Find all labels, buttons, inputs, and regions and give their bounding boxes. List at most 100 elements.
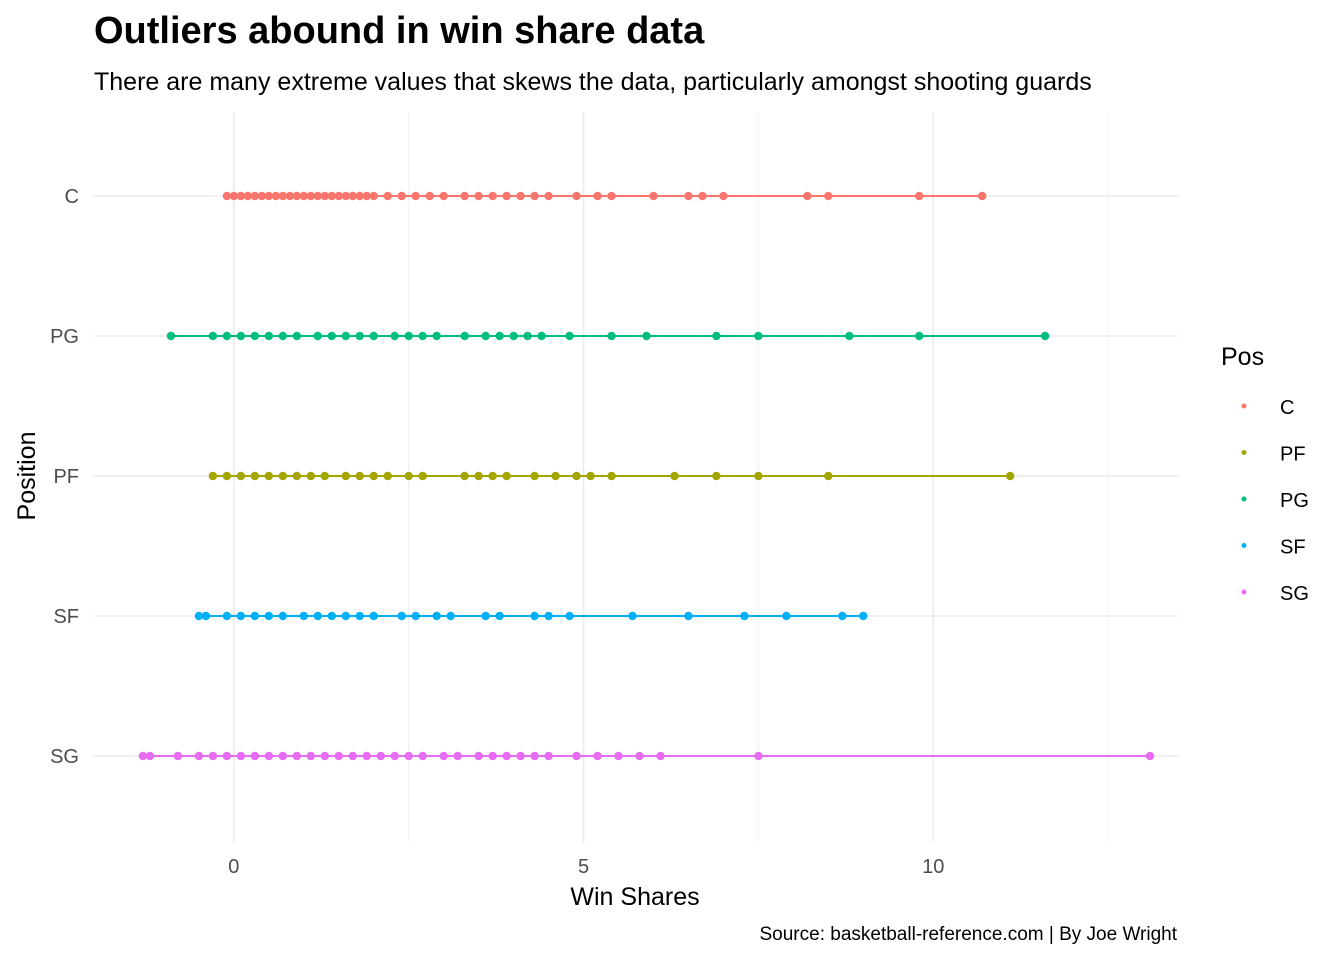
data-point [327, 611, 336, 621]
y-tick-label: C [65, 186, 79, 208]
series-c [222, 191, 987, 201]
data-point [222, 191, 232, 201]
data-point [383, 191, 392, 201]
data-point [649, 191, 658, 201]
data-point [278, 611, 288, 621]
data-point [341, 611, 350, 621]
data-point [593, 191, 602, 201]
series-sg [138, 751, 1155, 761]
data-point [502, 471, 511, 481]
data-point [194, 751, 204, 761]
data-point [824, 471, 833, 481]
data-point [712, 331, 721, 341]
y-axis-title: Position [13, 432, 41, 521]
data-point [1040, 331, 1050, 341]
data-point [977, 191, 987, 201]
data-point [404, 331, 413, 341]
data-point [278, 751, 288, 761]
data-point [404, 471, 413, 481]
data-point [236, 191, 246, 201]
data-point [425, 191, 434, 201]
data-point [285, 191, 295, 201]
data-point [208, 751, 218, 761]
data-point [341, 471, 350, 481]
data-point [222, 751, 232, 761]
data-point [859, 611, 868, 621]
data-point [544, 611, 553, 621]
data-point [838, 611, 847, 621]
data-point [411, 191, 420, 201]
data-point [327, 191, 336, 201]
data-point [355, 611, 364, 621]
data-point [327, 331, 336, 341]
data-point [684, 191, 693, 201]
legend-title: Pos [1221, 343, 1264, 371]
data-point [824, 191, 833, 201]
data-point [481, 611, 490, 621]
data-point [292, 751, 302, 761]
data-point [320, 191, 329, 201]
data-point [656, 751, 665, 761]
x-tick-label: 10 [922, 856, 944, 878]
data-point [572, 751, 581, 761]
data-point [635, 751, 644, 761]
data-point [236, 331, 246, 341]
data-point [453, 751, 462, 761]
data-point [250, 191, 260, 201]
data-point [222, 471, 232, 481]
data-point [474, 191, 483, 201]
data-point [236, 611, 246, 621]
legend-label: C [1280, 397, 1294, 419]
data-point [383, 471, 392, 481]
y-tick-label: SF [53, 606, 79, 628]
data-point [488, 751, 497, 761]
y-tick-label: PF [53, 466, 79, 488]
data-point [488, 191, 497, 201]
data-point [250, 471, 260, 481]
x-tick-label: 0 [228, 856, 239, 878]
x-axis-title: Win Shares [570, 883, 699, 911]
chart-subtitle: There are many extreme values that skews… [94, 68, 1092, 96]
legend-key [1241, 496, 1247, 502]
data-point [418, 471, 427, 481]
data-point [313, 611, 322, 621]
data-point [509, 331, 518, 341]
data-point [551, 471, 560, 481]
data-point [915, 191, 924, 201]
data-point [306, 751, 315, 761]
data-point [803, 191, 812, 201]
data-point [173, 751, 183, 761]
data-point [565, 331, 574, 341]
data-point [355, 191, 364, 201]
data-point [320, 751, 329, 761]
data-point [369, 471, 378, 481]
data-point [446, 611, 455, 621]
data-point [299, 611, 309, 621]
data-point [264, 751, 274, 761]
data-point [390, 751, 399, 761]
data-point [712, 471, 721, 481]
data-point [460, 331, 469, 341]
data-point [684, 611, 693, 621]
data-point [313, 331, 322, 341]
data-point [439, 191, 448, 201]
data-point [222, 611, 232, 621]
data-point [341, 331, 350, 341]
y-tick-label: PG [50, 326, 79, 348]
data-point [495, 331, 504, 341]
data-point [418, 751, 427, 761]
series-pg [166, 331, 1050, 341]
legend-key [1241, 450, 1247, 455]
data-point [236, 751, 246, 761]
data-point [201, 611, 211, 621]
data-point [236, 471, 246, 481]
data-point [264, 331, 274, 341]
data-point [474, 751, 483, 761]
data-point [754, 331, 763, 341]
data-point [432, 331, 441, 341]
data-point [313, 191, 322, 201]
data-point [362, 751, 371, 761]
data-point [614, 751, 623, 761]
data-point [369, 191, 378, 201]
